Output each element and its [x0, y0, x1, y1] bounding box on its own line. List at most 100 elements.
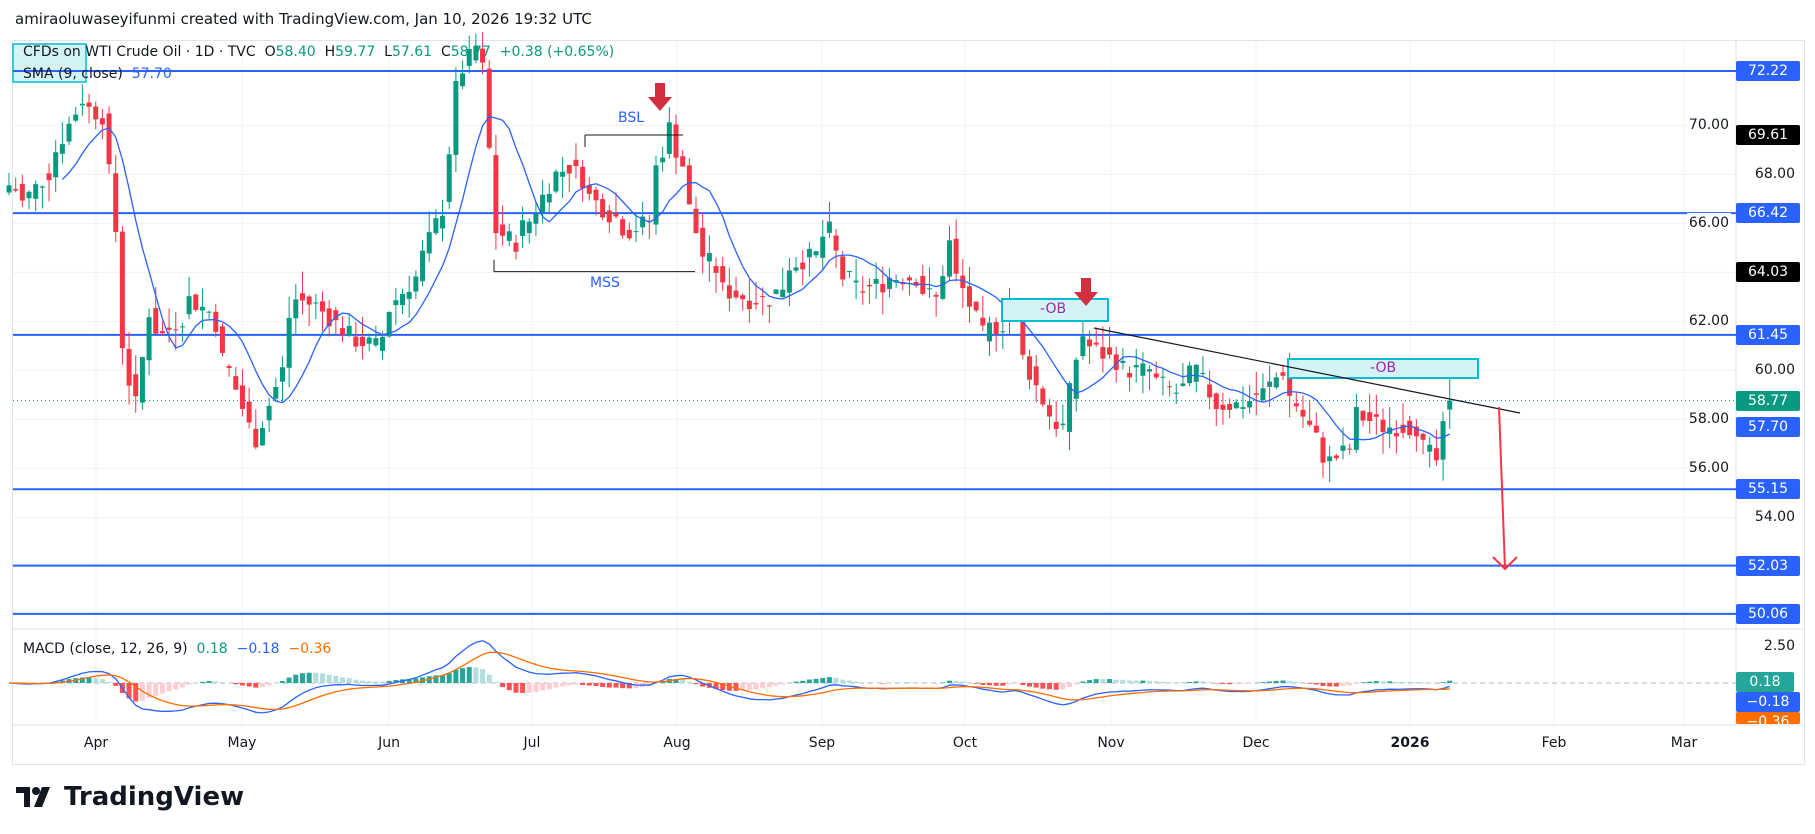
- candle-body: [400, 293, 406, 306]
- candle: [380, 331, 386, 360]
- candle: [306, 294, 312, 327]
- candle: [1440, 411, 1446, 481]
- candle: [486, 60, 492, 150]
- candle: [406, 275, 412, 318]
- candle-body: [153, 308, 159, 334]
- macd-histogram-bar: [1387, 681, 1393, 683]
- candle-body: [1347, 448, 1353, 450]
- candle-body: [680, 156, 686, 167]
- macd-histogram-bar: [1367, 681, 1373, 683]
- ob-label-2: -OB: [1370, 360, 1397, 376]
- candle: [1280, 364, 1286, 381]
- candle-body: [493, 155, 499, 234]
- candle-body: [1087, 339, 1093, 347]
- candle: [1107, 326, 1113, 359]
- candle-body: [206, 311, 212, 313]
- candle-body: [1213, 393, 1219, 410]
- macd-histogram-bar: [513, 683, 519, 693]
- candle-body: [39, 186, 45, 188]
- sma-legend[interactable]: SMA (9, close) 57.70: [23, 66, 172, 82]
- macd-line-axis-label: −0.18: [1736, 692, 1800, 712]
- tradingview-logo[interactable]: TradingView: [16, 782, 244, 812]
- time-axis-label: Dec: [1242, 735, 1270, 751]
- candle-body: [993, 322, 999, 334]
- macd-histogram-bar: [1087, 680, 1093, 683]
- candle-body: [980, 317, 986, 326]
- candle: [133, 355, 139, 413]
- macd-legend[interactable]: MACD (close, 12, 26, 9) 0.18 −0.18 −0.36: [23, 641, 331, 657]
- candle: [1400, 403, 1406, 439]
- candle: [273, 377, 279, 402]
- candle-body: [273, 386, 279, 399]
- candle: [493, 134, 499, 250]
- macd-histogram-bar: [173, 683, 179, 690]
- candle: [1273, 372, 1279, 390]
- candle: [1413, 419, 1419, 452]
- macd-histogram-bar: [206, 681, 212, 683]
- candle-body: [1260, 388, 1266, 401]
- candle: [1347, 443, 1353, 455]
- candle: [440, 199, 446, 242]
- candle: [113, 154, 119, 242]
- candle: [453, 67, 459, 173]
- candle-body: [393, 300, 399, 306]
- candle-body: [113, 173, 119, 232]
- order-block-box-left: [12, 43, 87, 83]
- macd-histogram-bar: [586, 683, 592, 686]
- macd-histogram-bar: [466, 667, 472, 683]
- candle: [853, 258, 859, 300]
- candle-body: [893, 280, 899, 283]
- candle-body: [373, 338, 379, 346]
- candle: [1293, 391, 1299, 412]
- macd-histogram-bar: [1340, 683, 1346, 686]
- candle-body: [1187, 365, 1193, 384]
- candle-body: [780, 289, 786, 298]
- candle: [1240, 385, 1246, 419]
- macd-signal-line: [8, 651, 1450, 711]
- macd-histogram-bar: [1047, 683, 1053, 690]
- candle-body: [233, 376, 239, 390]
- candle: [93, 101, 99, 130]
- candle-body: [646, 220, 652, 222]
- price-axis-label: 55.15: [1736, 479, 1800, 500]
- candle-body: [560, 171, 566, 177]
- candle-body: [626, 229, 632, 239]
- macd-histogram-bar: [239, 683, 245, 686]
- price-axis-tick: 70.00: [1686, 115, 1731, 136]
- macd-histogram-bar: [833, 677, 839, 683]
- candle-body: [26, 191, 32, 199]
- candle: [706, 235, 712, 282]
- candle: [1320, 431, 1326, 478]
- time-axis-label: Oct: [952, 735, 978, 751]
- candle-body: [59, 144, 65, 154]
- macd-histogram-bar: [153, 683, 159, 696]
- macd-histogram-bar: [626, 683, 632, 689]
- candle-body: [266, 405, 272, 421]
- macd-histogram-bar: [1447, 680, 1453, 683]
- candle-body: [546, 193, 552, 203]
- candle-body: [873, 278, 879, 284]
- candle-body: [566, 164, 572, 174]
- candle-body: [306, 296, 312, 305]
- candle: [1380, 408, 1386, 454]
- red-down-arrow-icon: [1074, 278, 1098, 306]
- macd-histogram-bar: [613, 683, 619, 688]
- macd-histogram-bar: [373, 681, 379, 683]
- candle-body: [1093, 342, 1099, 345]
- price-axis-label: 72.22: [1736, 61, 1800, 81]
- candle-body: [926, 288, 932, 290]
- candle: [586, 177, 592, 201]
- candle-body: [1053, 421, 1059, 430]
- candle-body: [1267, 381, 1273, 387]
- candle: [1393, 420, 1399, 454]
- candle-body: [219, 326, 225, 353]
- macd-histogram-bar: [620, 683, 626, 689]
- macd-histogram-bar: [453, 669, 459, 683]
- macd-histogram-bar: [793, 681, 799, 683]
- candle: [533, 202, 539, 237]
- symbol-legend[interactable]: CFDs on WTI Crude Oil · 1D · TVC O58.40 …: [23, 44, 614, 60]
- candle-body: [1380, 419, 1386, 433]
- candle-body: [526, 221, 532, 234]
- macd-histogram-bar: [506, 683, 512, 691]
